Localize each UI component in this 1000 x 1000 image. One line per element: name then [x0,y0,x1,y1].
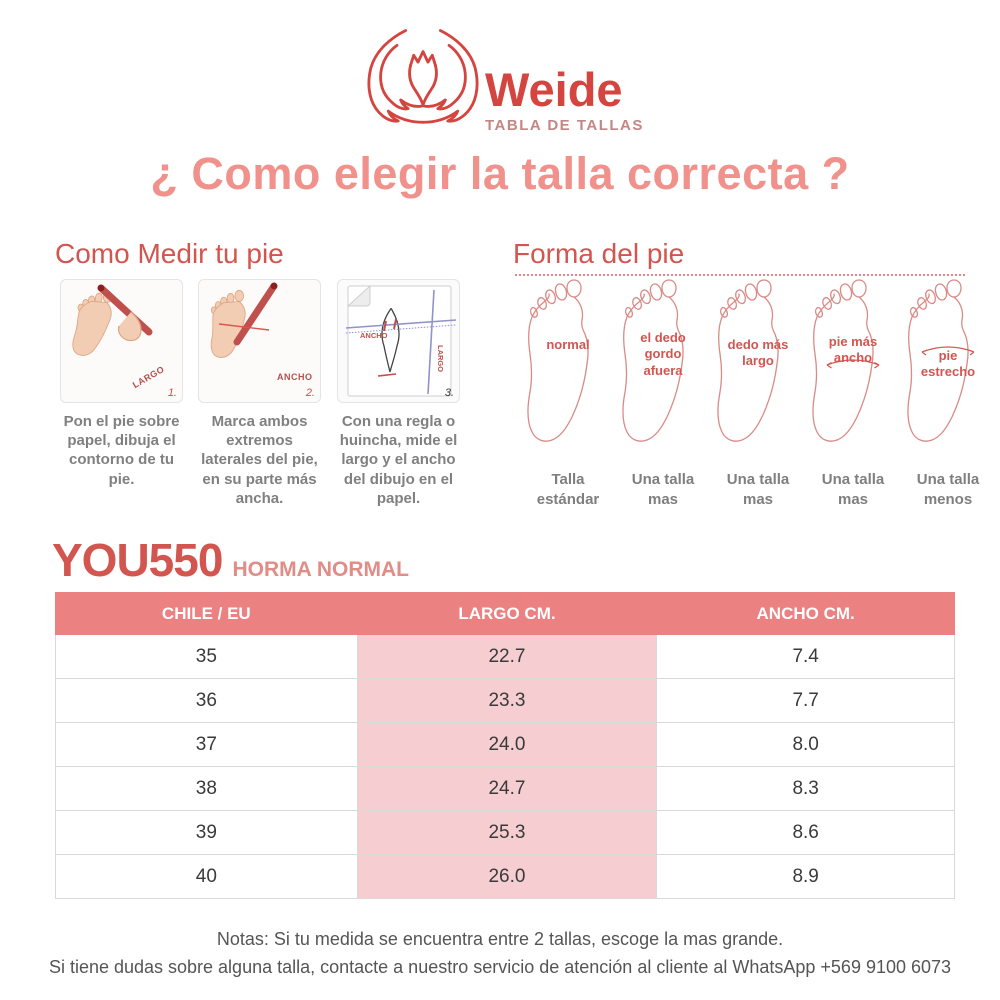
svg-text:LARGO: LARGO [436,345,445,372]
svg-text:ANCHO: ANCHO [360,331,388,340]
